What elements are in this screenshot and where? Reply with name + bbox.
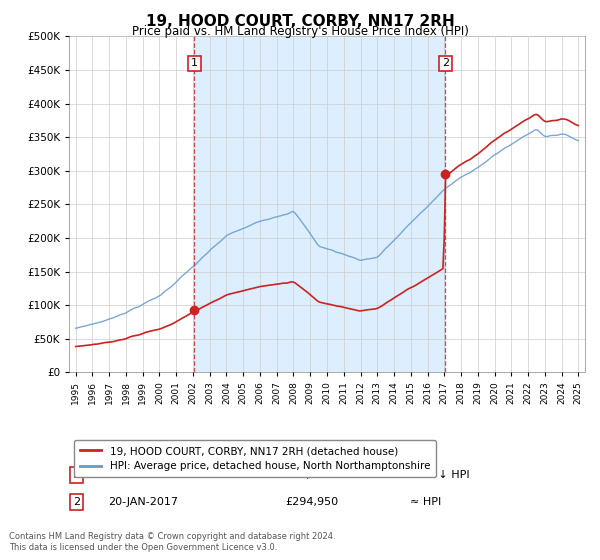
Text: 19, HOOD COURT, CORBY, NN17 2RH: 19, HOOD COURT, CORBY, NN17 2RH: [146, 14, 454, 29]
Text: 1: 1: [191, 58, 198, 68]
Text: £92,500: £92,500: [286, 470, 332, 480]
Text: £294,950: £294,950: [286, 497, 339, 507]
Text: Contains HM Land Registry data © Crown copyright and database right 2024.
This d: Contains HM Land Registry data © Crown c…: [9, 532, 335, 552]
Text: Price paid vs. HM Land Registry's House Price Index (HPI): Price paid vs. HM Land Registry's House …: [131, 25, 469, 38]
Text: 01-FEB-2002: 01-FEB-2002: [108, 470, 179, 480]
Text: 2: 2: [73, 497, 80, 507]
Text: ≈ HPI: ≈ HPI: [410, 497, 441, 507]
Legend: 19, HOOD COURT, CORBY, NN17 2RH (detached house), HPI: Average price, detached h: 19, HOOD COURT, CORBY, NN17 2RH (detache…: [74, 440, 436, 478]
Bar: [194, 36, 445, 372]
Text: 1: 1: [73, 470, 80, 480]
Text: 2: 2: [442, 58, 449, 68]
Text: 20-JAN-2017: 20-JAN-2017: [108, 497, 178, 507]
Text: 28% ↓ HPI: 28% ↓ HPI: [410, 470, 469, 480]
